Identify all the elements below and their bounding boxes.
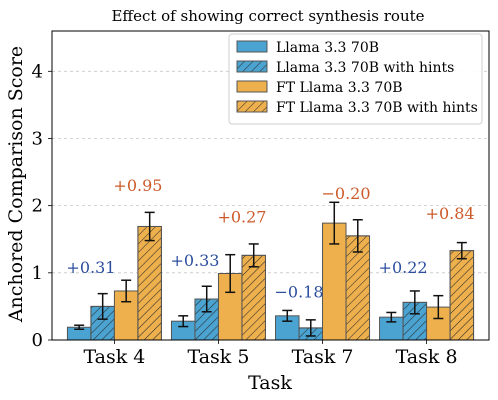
x-axis-label: Task	[248, 372, 292, 394]
difference-label: +0.95	[113, 176, 162, 195]
legend: Llama 3.3 70B Llama 3.3 70B with hints FT …	[228, 33, 483, 125]
chart-title: Effect of showing correct synthesis rout…	[111, 7, 424, 25]
x-tick-label: Task 5	[188, 346, 250, 368]
x-tick-label: Task 8	[396, 346, 458, 368]
legend-swatch	[236, 40, 268, 53]
y-tick-label: 0	[32, 330, 43, 351]
legend-swatch	[236, 80, 268, 93]
y-tick-label: 2	[32, 196, 43, 217]
plot-frame	[51, 30, 490, 341]
legend-label: Llama 3.3 70B with hints	[276, 60, 454, 76]
legend-label: FT Llama 3.3 70B with hints	[276, 100, 478, 116]
legend-swatch-hatch	[236, 60, 268, 73]
legend-label: Llama 3.3 70B	[276, 40, 379, 56]
difference-label: +0.27	[217, 207, 266, 226]
difference-label: +0.33	[170, 251, 219, 270]
bar-hatch	[449, 250, 475, 341]
y-tick-label: 3	[32, 128, 43, 149]
difference-label: −0.20	[322, 184, 371, 203]
x-tick-label: Task 7	[292, 346, 354, 368]
bar-hatch	[137, 225, 162, 341]
y-tick-label: 1	[32, 263, 43, 284]
x-tick-label: Task 4	[83, 346, 145, 368]
legend-label: FT Llama 3.3 70B	[276, 80, 403, 96]
difference-label: +0.84	[426, 204, 475, 223]
difference-label: −0.18	[275, 283, 324, 302]
y-axis-label: Anchored Comparison Score	[5, 46, 27, 323]
y-tick-label: 4	[32, 61, 43, 82]
legend-swatch-hatch	[236, 100, 268, 113]
legend-frame	[228, 33, 483, 125]
difference-label: +0.31	[66, 258, 115, 277]
bar-hatch	[241, 254, 266, 341]
difference-label: +0.22	[379, 258, 428, 277]
